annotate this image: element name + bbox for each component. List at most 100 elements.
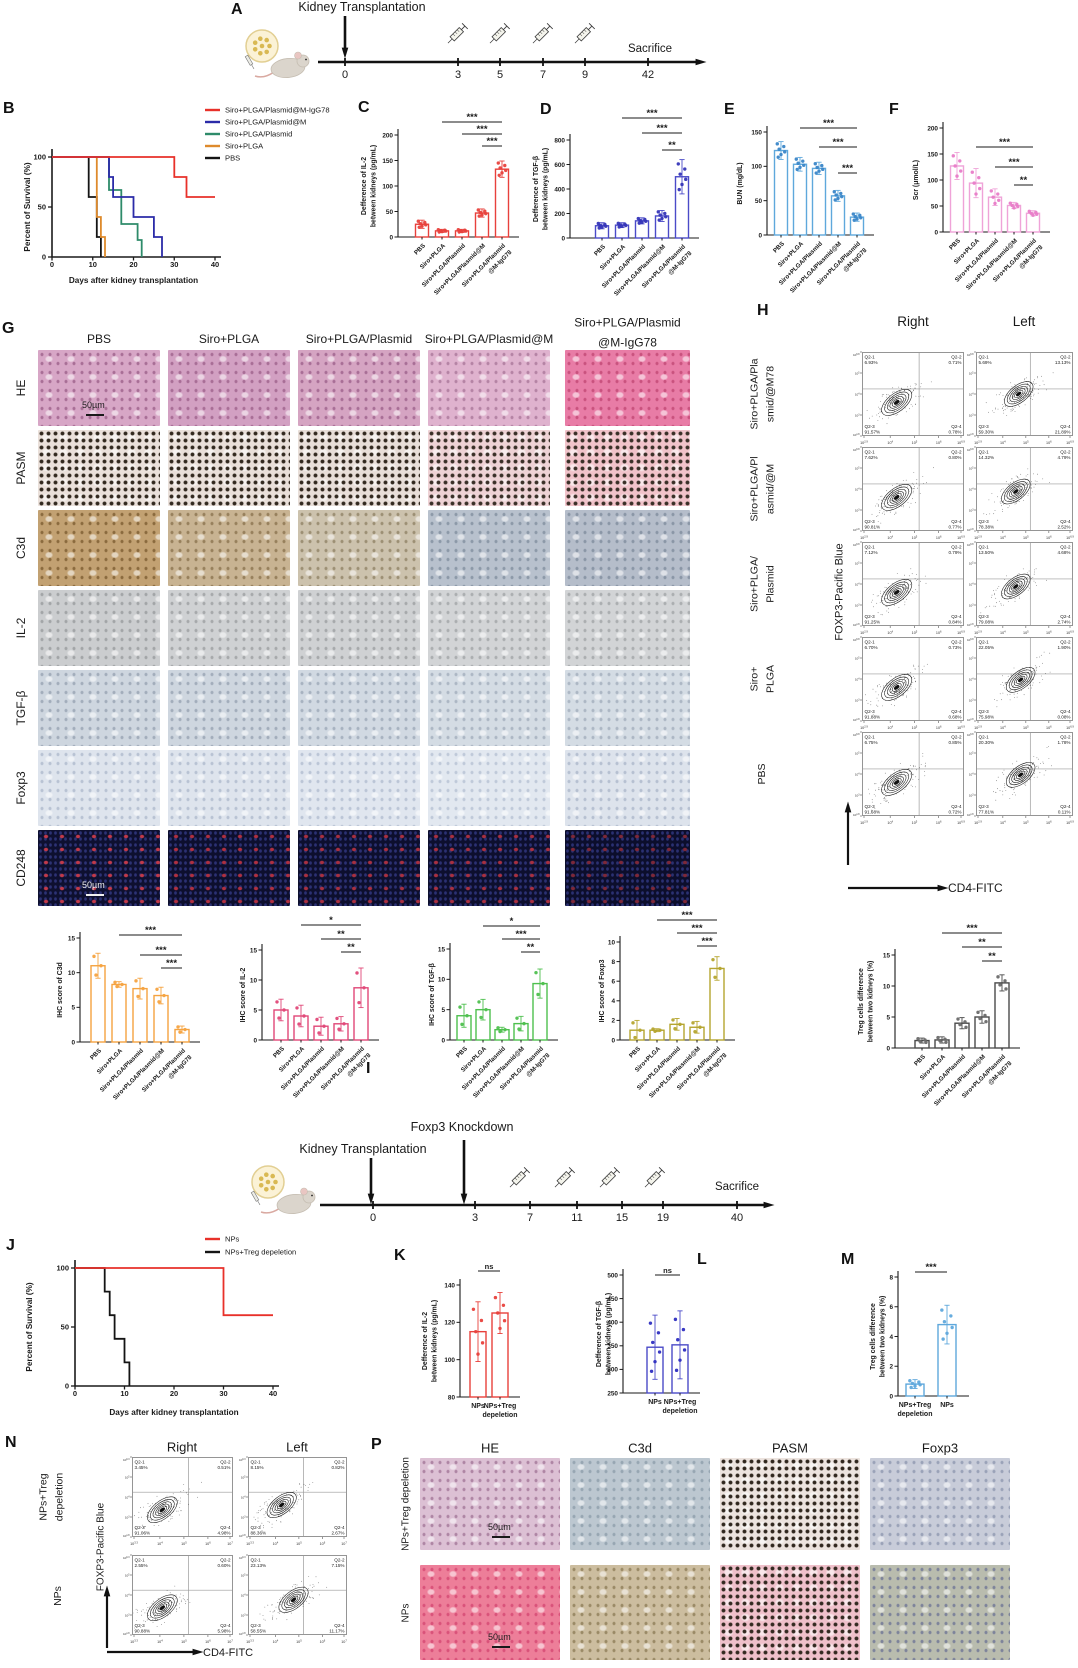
flow-n-axes-svg: CD4-FITC [103, 1585, 253, 1659]
data-point [660, 216, 664, 221]
data-point [460, 229, 464, 234]
chart-c: 0 50 100 150 200 Defference of IL-2 between ki… [361, 112, 519, 297]
y-tick-label: 250 [607, 1390, 618, 1397]
log-axis-tick: 105 [296, 1541, 302, 1546]
panel-label-m: M [841, 1251, 855, 1268]
flow-h-row-label: Siro+PLGA/Pl asmid/@M [748, 456, 776, 522]
y-tick-label: 350 [607, 1343, 618, 1350]
log-axis-tick: 104 [1000, 440, 1006, 445]
data-point [183, 1027, 187, 1032]
y-tick-label: 4 [611, 998, 615, 1005]
data-point [651, 1027, 655, 1031]
log-axis-tick: 107 [341, 1541, 347, 1546]
quadrant-value: 0.77% [948, 525, 961, 530]
quadrant-value: 11.17% [329, 1629, 344, 1634]
log-axis-tick: 105 [181, 1541, 187, 1546]
log-axis-tick: 101.8 [123, 1534, 130, 1538]
histology-image-TGF-β-4 [565, 670, 690, 746]
bar [811, 167, 827, 236]
log-axis-tick: 106.9 [1066, 725, 1074, 730]
log-axis-tick: 106.9 [957, 440, 965, 445]
x-tick-label: PBS [413, 242, 427, 256]
quadrant-value: 0.82% [331, 1465, 344, 1470]
log-axis-tick: 101.8 [853, 433, 860, 437]
data-point [476, 208, 480, 212]
quadrant-label: Q2-4 [951, 709, 962, 714]
flow-h-row-label: PBS [756, 763, 769, 785]
quadrant-value: 58.55% [251, 1629, 267, 1634]
histology-image-IL-2-2 [298, 590, 420, 666]
survival-curve [52, 156, 215, 198]
y-tick-label: 100 [33, 153, 46, 162]
histology-image-TGF-β-1 [168, 670, 290, 746]
log-axis-tick: 105 [125, 1574, 130, 1578]
data-point [502, 1319, 507, 1323]
log-axis-tick: 105 [1023, 820, 1029, 825]
log-axis-tick: 102.9 [860, 820, 868, 825]
log-axis-tick: 106.3 [239, 1556, 246, 1560]
data-point [991, 195, 995, 199]
y-tick-label: 15 [883, 952, 891, 959]
quadrant-value: 1.90% [1057, 645, 1070, 650]
y-tick-label: 10 [68, 970, 76, 977]
log-axis-tick: 101.8 [853, 813, 860, 817]
quadrant-value: 0.80% [948, 455, 961, 460]
log-axis-tick: 105.8 [853, 543, 860, 547]
data-point [484, 1007, 488, 1012]
data-point [993, 201, 997, 206]
y-tick-label: 150 [751, 129, 762, 136]
significance-label: *** [999, 137, 1010, 148]
y-tick-label: 500 [607, 1272, 618, 1279]
quadrant-label: Q2-3 [865, 709, 876, 714]
data-point [815, 165, 819, 170]
scale-bar-label: 50µm [82, 880, 105, 890]
flow-h-row-label: Siro+ PLGA [748, 664, 776, 694]
log-axis-tick: 103 [855, 509, 860, 513]
data-point [795, 167, 799, 172]
data-point [638, 1028, 642, 1032]
data-point [941, 1337, 945, 1341]
log-axis-tick: 104 [157, 1541, 163, 1546]
g-row-label: CD248 [14, 849, 29, 887]
y-tick-label: 50 [38, 203, 46, 212]
log-axis-tick: 107 [227, 1541, 233, 1546]
y-tick-label: 15 [250, 947, 258, 954]
histology-image-CD248-4 [565, 830, 690, 906]
data-point [624, 223, 628, 228]
log-axis-tick: 105 [912, 440, 918, 445]
data-point [996, 192, 1000, 196]
chart-l: 250 300 350 400 450 500 Defference of TGF-β bet… [596, 1266, 700, 1415]
y-tick-label: 600 [554, 162, 565, 169]
data-point [1003, 979, 1007, 983]
quadrant-value: 0.08% [1057, 715, 1070, 720]
quadrant-value: 6.93% [865, 360, 878, 365]
log-axis-tick: 103 [241, 1516, 246, 1520]
quadrant-value: 22.05% [979, 645, 995, 650]
data-point [620, 224, 624, 228]
y-tick-label: 200 [927, 125, 938, 132]
timeline-tick-label: 3 [455, 69, 461, 81]
log-axis-tick: 105.8 [967, 638, 974, 642]
quadrant-value: 13.13% [1055, 360, 1071, 365]
panel-label-e: E [724, 101, 735, 118]
histology-image-PASM-4 [565, 430, 690, 506]
syringe-icon [554, 1166, 576, 1188]
log-axis-tick: 102.9 [974, 440, 982, 445]
significance-label: ** [978, 937, 986, 948]
flow-plot-h-right-2: Q2-17.12% Q2-20.79% Q2-391.25% Q2-40.84% 102… [853, 541, 965, 635]
x-tick-label: NPs [648, 1399, 662, 1406]
quadrant-value: 21.89% [1055, 430, 1071, 435]
data-point [794, 157, 798, 161]
flow-h-column-header-right: Right [897, 314, 929, 330]
sacrifice-label: Sacrifice [628, 43, 672, 55]
significance-label: *** [966, 923, 977, 934]
log-axis-tick: 103 [969, 794, 974, 798]
log-axis-tick: 105 [912, 630, 918, 635]
quadrant-value: 91.57% [865, 430, 881, 435]
quadrant-label: Q2-2 [951, 355, 962, 360]
quadrant-label: Q2-2 [1060, 735, 1071, 740]
p-histology-image-HE-0 [420, 1458, 560, 1550]
quadrant-label: Q2-3 [865, 614, 876, 619]
y-tick-label: 8 [889, 1274, 893, 1281]
quadrant-label: Q2-4 [1060, 614, 1071, 619]
